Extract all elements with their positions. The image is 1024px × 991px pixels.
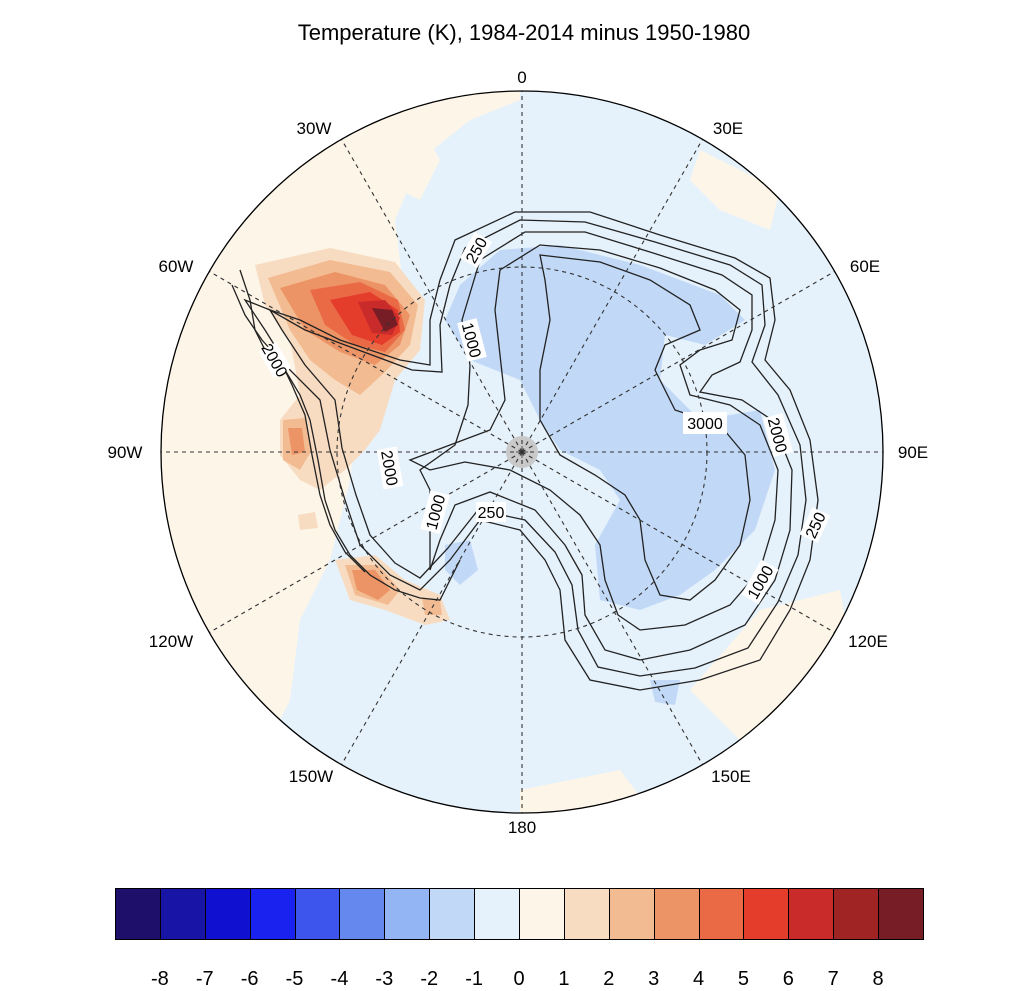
contour-3000 (539, 254, 751, 601)
warm-region-south (520, 770, 650, 813)
colorbar-swatch (833, 888, 880, 940)
map-title: Temperature (K), 1984-2014 minus 1950-19… (297, 20, 751, 45)
colorbar-swatch (384, 888, 431, 940)
contour-label: 250 (459, 232, 493, 268)
lon-label-60e: 60E (850, 257, 880, 276)
colorbar-tick-label: 7 (827, 968, 839, 990)
colorbar-swatch (294, 888, 341, 940)
peninsula-coast (239, 269, 461, 601)
colorbar-swatch (474, 888, 520, 940)
contour-label: 1000 (420, 490, 450, 534)
colorbar-tick-label: 6 (782, 968, 794, 990)
colorbar-swatch (115, 888, 161, 940)
colorbar-tick-label: -8 (150, 968, 169, 990)
contour-label-text: 250 (478, 505, 505, 522)
lon-label-120w: 120W (149, 632, 193, 651)
contour-label: 2000 (376, 446, 404, 490)
warm-bellingshausen-3 (288, 428, 305, 455)
lon-label-30w: 30W (297, 119, 332, 138)
colorbar-swatch (563, 888, 610, 940)
colorbar-tick-label: -5 (285, 968, 304, 990)
map-border (160, 90, 884, 814)
lon-label-30e: 30E (713, 119, 743, 138)
contour-250-inner (268, 219, 807, 677)
colorbar-tick-label: -4 (330, 968, 349, 990)
longitude-labels: 0 30E 60E 90E 120E 150E 180 150W 120W 90… (108, 68, 929, 837)
lon-label-90w: 90W (108, 443, 143, 462)
colorbar-tick-label: -6 (240, 968, 259, 990)
lon-label-90e: 90E (898, 443, 928, 462)
colorbar-swatch (519, 888, 565, 940)
colorbar-swatch (339, 888, 386, 940)
lon-label-150e: 150E (711, 767, 751, 786)
warm-spot-small (298, 512, 318, 530)
colorbar-tick-label: -7 (195, 968, 214, 990)
colorbar-swatch (429, 888, 476, 940)
colorbar-tick-label: 8 (872, 968, 884, 990)
lon-label-0: 0 (517, 68, 526, 87)
graticule (161, 91, 883, 813)
colorbar-swatch (698, 888, 745, 940)
cool-region-east-antarctica (445, 245, 775, 610)
colorbar-tick-label: -2 (420, 968, 439, 990)
colorbar-swatch (608, 888, 655, 940)
warm-amundsen-spot (422, 598, 442, 615)
colorbar-swatch (788, 888, 835, 940)
colorbar-swatch (653, 888, 700, 940)
warm-amundsen-3 (352, 570, 390, 600)
colorbar-tick-label: 3 (648, 968, 660, 990)
contour-label-text: 2000 (377, 449, 400, 487)
contour-2000 (408, 244, 779, 631)
contour-label-text: 3000 (687, 416, 723, 433)
lon-label-150w: 150W (289, 767, 333, 786)
colorbar-tick-label: 2 (603, 968, 615, 990)
colorbar-swatch (743, 888, 790, 940)
colorbar-tick-label: -3 (375, 968, 394, 990)
lon-label-120e: 120E (848, 632, 888, 651)
colorbar (115, 888, 924, 942)
peninsula-coast-2 (231, 284, 366, 573)
colorbar-tick-label: 5 (737, 968, 749, 990)
elevation-contours (231, 211, 819, 691)
colorbar-swatch (249, 888, 296, 940)
colorbar-tick-label: -1 (465, 968, 483, 990)
warm-peninsula-7 (372, 308, 398, 332)
colorbar-swatch (159, 888, 206, 940)
lon-label-60w: 60W (159, 257, 194, 276)
contour-250-outer (243, 211, 819, 691)
colorbar-tick-label: 4 (692, 968, 705, 990)
warm-region-east (690, 150, 780, 230)
colorbar-tick-label: 0 (513, 968, 525, 990)
colorbar-swatch (204, 888, 251, 940)
contour-1000 (419, 231, 793, 661)
contour-label: 250 (476, 502, 506, 522)
lon-label-180: 180 (508, 818, 536, 837)
cool-region-coast (650, 680, 680, 705)
colorbar-swatch (878, 888, 924, 940)
colorbar-tick-label: 1 (558, 968, 570, 990)
contour-label: 3000 (683, 412, 727, 434)
warm-region-north (330, 125, 440, 200)
